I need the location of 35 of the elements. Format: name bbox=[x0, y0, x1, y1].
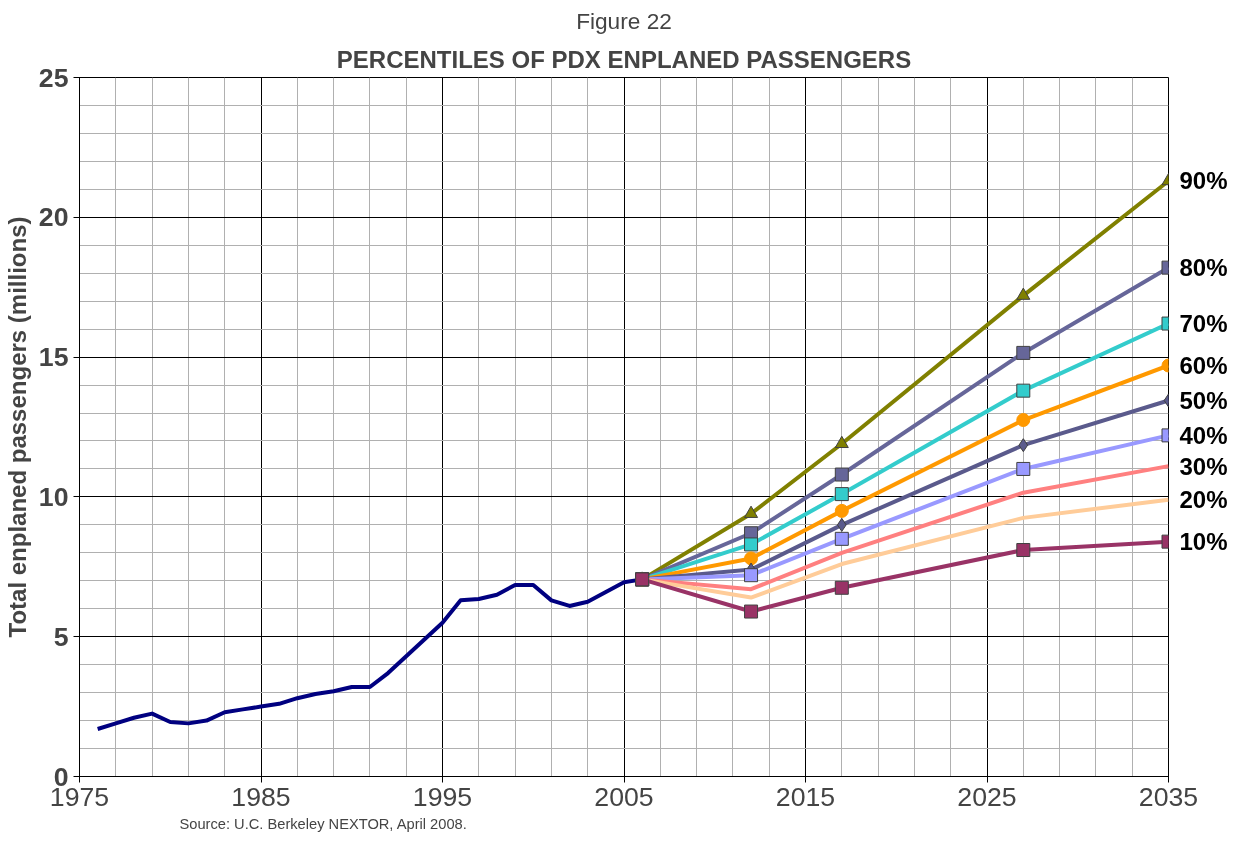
series-label: 90% bbox=[1179, 167, 1228, 195]
source-note: Source: U.C. Berkeley NEXTOR, April 2008. bbox=[179, 815, 467, 832]
series-label: 20% bbox=[1179, 486, 1228, 514]
point bbox=[834, 531, 849, 546]
series-label: 60% bbox=[1179, 351, 1228, 379]
series-label: 30% bbox=[1179, 452, 1228, 480]
point bbox=[834, 487, 849, 502]
point bbox=[834, 503, 849, 518]
point bbox=[744, 551, 759, 566]
x-tick-label: 2005 bbox=[594, 781, 654, 812]
y-axis-title: Total enplaned passengers (millions) bbox=[3, 216, 31, 638]
y-tick-label: 10 bbox=[38, 481, 69, 512]
y-tick-label: 5 bbox=[53, 621, 69, 652]
series-label: 40% bbox=[1179, 421, 1228, 449]
chart-title: Figure 22 bbox=[576, 7, 672, 34]
series-label: 50% bbox=[1179, 386, 1228, 414]
x-tick-label: 1995 bbox=[412, 781, 473, 812]
point bbox=[834, 580, 849, 595]
x-tick-label: 2015 bbox=[775, 781, 836, 812]
point bbox=[744, 604, 759, 619]
x-tick-label: 2025 bbox=[957, 781, 1017, 812]
x-tick-label: 2035 bbox=[1138, 781, 1199, 812]
y-tick-label: 20 bbox=[38, 202, 69, 233]
chart-subtitle: PERCENTILES OF PDX ENPLANED PASSENGERS bbox=[336, 45, 912, 73]
y-tick-label: 15 bbox=[38, 342, 69, 373]
point bbox=[834, 435, 849, 449]
series-label: 10% bbox=[1179, 528, 1228, 556]
point bbox=[744, 568, 759, 583]
point bbox=[836, 517, 847, 532]
y-tick-label: 25 bbox=[38, 62, 69, 93]
point bbox=[834, 467, 849, 482]
point bbox=[744, 537, 759, 552]
series-label: 80% bbox=[1179, 254, 1228, 282]
series-label: 70% bbox=[1179, 310, 1228, 338]
x-tick-label: 1985 bbox=[231, 781, 291, 812]
